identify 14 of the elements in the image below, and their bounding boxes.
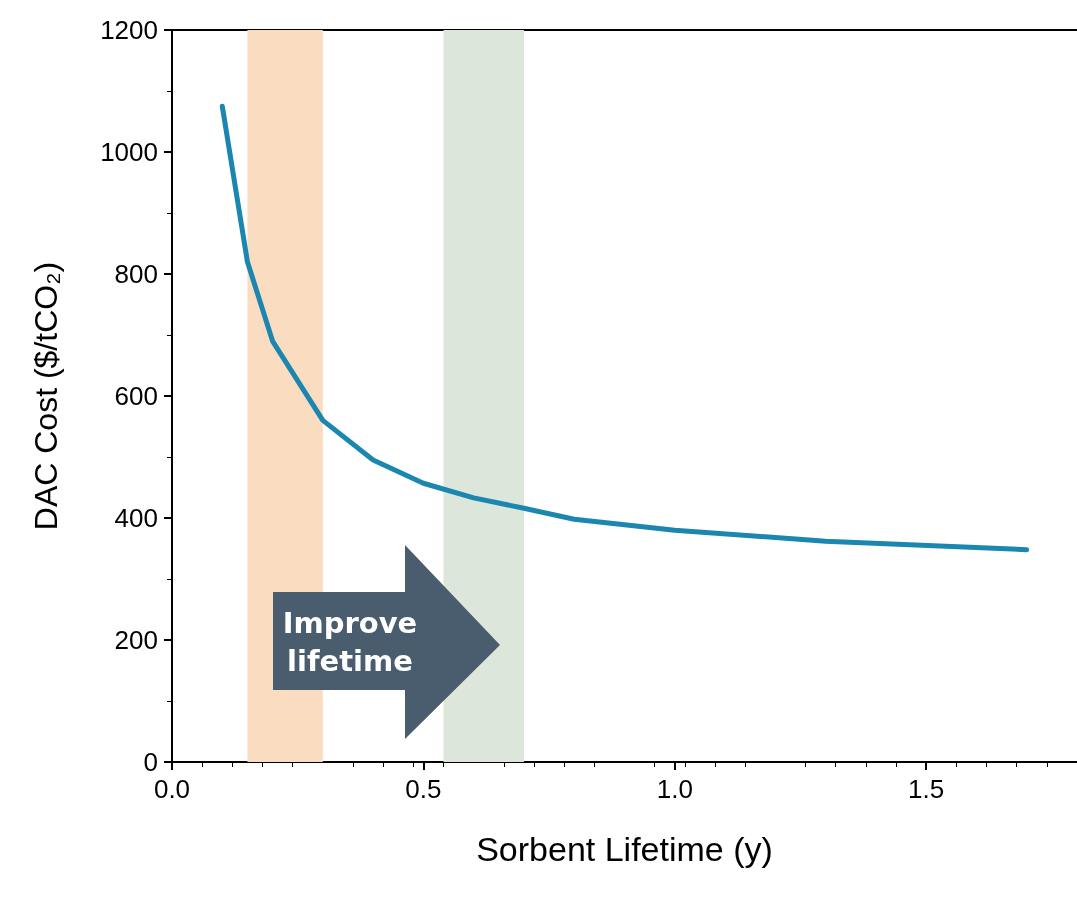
annotation: Improve lifetime bbox=[281, 605, 419, 680]
y-tick-label: 800 bbox=[114, 259, 158, 289]
x-tick-label: 1.5 bbox=[908, 774, 945, 804]
y-tick-label: 200 bbox=[114, 625, 158, 655]
x-tick-label: 0.0 bbox=[153, 774, 191, 804]
y-tick-label: 600 bbox=[114, 381, 158, 411]
y-tick-label: 1200 bbox=[100, 15, 158, 45]
x-tick-label: 1.0 bbox=[656, 774, 693, 804]
y-tick-label: 400 bbox=[114, 503, 158, 533]
x-axis-title: Sorbent Lifetime (y) bbox=[476, 830, 773, 868]
x-tick-label: 0.5 bbox=[405, 774, 442, 804]
y-axis-title: DAC Cost ($/tCO₂) bbox=[28, 261, 64, 531]
y-tick-label: 0 bbox=[143, 747, 158, 777]
y-tick-label: 1000 bbox=[100, 137, 158, 167]
